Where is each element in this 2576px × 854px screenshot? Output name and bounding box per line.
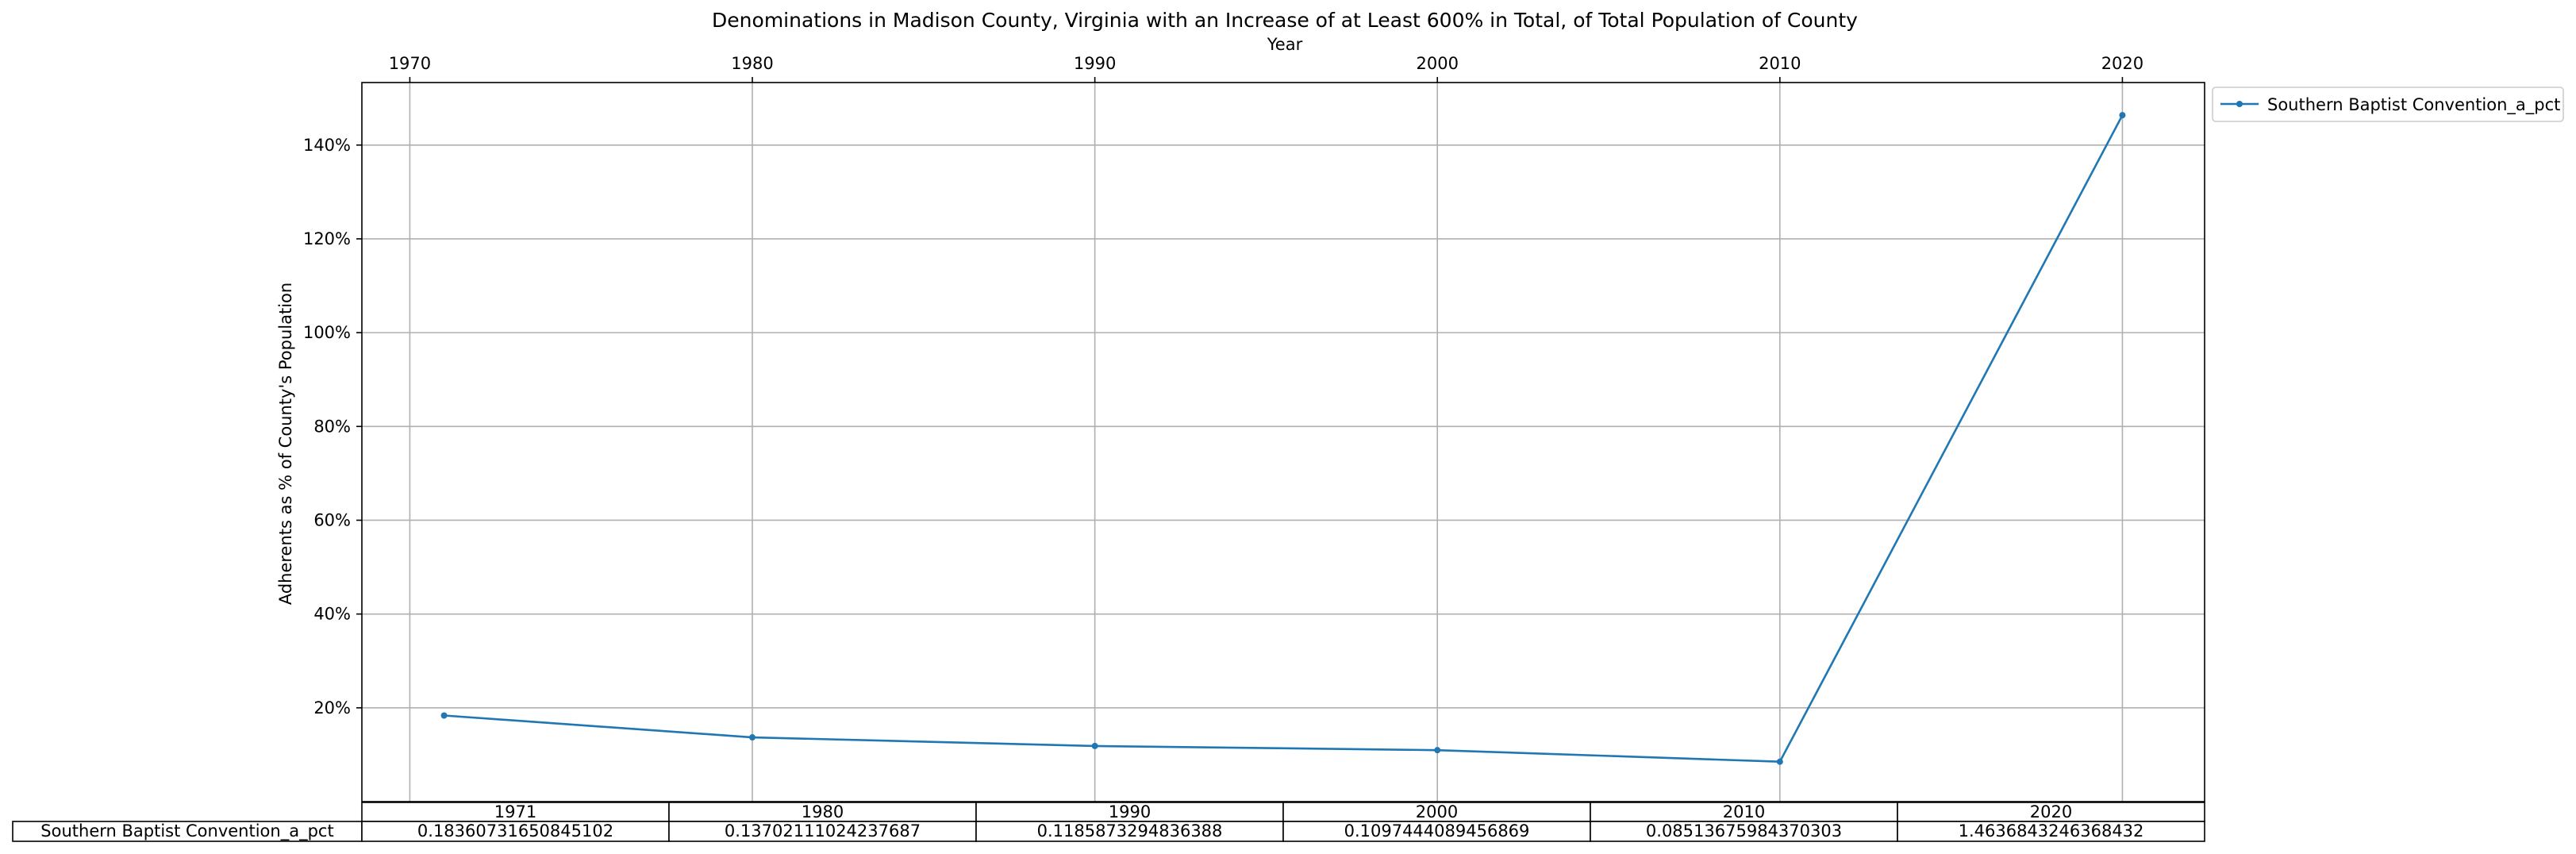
- y-tick-label: 40%: [313, 605, 351, 624]
- chart-title: Denominations in Madison County, Virgini…: [712, 9, 1858, 32]
- table-cell-value: 0.18360731650845102: [417, 821, 613, 841]
- table-cell-value: 0.08513675984370303: [1646, 821, 1842, 841]
- table-column-header-cell: [975, 802, 1284, 822]
- data-table: Southern Baptist Convention_a_pct19710.1…: [12, 802, 2205, 842]
- x-axis-label: Year: [1267, 35, 1303, 54]
- data-point: [1776, 758, 1783, 765]
- x-tick-label: 2020: [2101, 54, 2143, 73]
- table-row-label: Southern Baptist Convention_a_pct: [40, 821, 333, 841]
- table-cell-value: 0.1097444089456869: [1344, 821, 1530, 841]
- x-axis-ticks: 1970 1980 1990 2000 2010 2020: [389, 54, 2143, 83]
- table-cell: [975, 821, 1284, 842]
- grid-lines: [362, 83, 2205, 802]
- legend: Southern Baptist Convention_a_pct: [2212, 87, 2564, 122]
- x-tick-label: 1980: [731, 54, 773, 73]
- legend-series-label: Southern Baptist Convention_a_pct: [2267, 95, 2560, 115]
- y-axis-ticks: 20% 40% 60% 80% 100% 120% 140%: [303, 136, 362, 717]
- table-column-header: 1990: [1109, 802, 1151, 821]
- x-tick-label: 2010: [1759, 54, 1801, 73]
- table-column-header: 1971: [494, 802, 536, 821]
- series-line: [444, 114, 2124, 763]
- y-tick-label: 20%: [313, 698, 351, 717]
- data-point: [2119, 112, 2126, 119]
- y-axis-label: Adherents as % of County's Population: [276, 283, 295, 605]
- data-point: [749, 734, 756, 741]
- legend-box: [2212, 87, 2564, 122]
- table-cell: [1897, 821, 2205, 842]
- series-layer: [440, 112, 2126, 765]
- legend-series-marker: [2236, 101, 2243, 107]
- data-point: [1434, 747, 1441, 754]
- table-column-header: 1980: [802, 802, 844, 821]
- plot-frame: [361, 82, 2205, 802]
- x-tick-label: 1970: [389, 54, 431, 73]
- y-tick-label: 100%: [303, 323, 351, 342]
- data-point: [1091, 742, 1098, 749]
- x-tick-label: 2000: [1416, 54, 1458, 73]
- y-tick-label: 140%: [303, 136, 351, 155]
- y-tick-label: 80%: [313, 417, 351, 436]
- table-column-header-cell: [668, 802, 977, 822]
- table-column-header: 2000: [1416, 802, 1458, 821]
- data-point: [440, 712, 448, 719]
- table-column-header-cell: [1897, 802, 2205, 822]
- table-cell-value: 0.13702111024237687: [725, 821, 921, 841]
- table-cell-value: 1.4636843246368432: [1959, 821, 2144, 841]
- table-column-header: 2020: [2030, 802, 2072, 821]
- table-cell-value: 0.1185873294836388: [1037, 821, 1223, 841]
- y-tick-label: 120%: [303, 229, 351, 248]
- table-column-header: 2010: [1723, 802, 1765, 821]
- x-tick-label: 1990: [1074, 54, 1116, 73]
- y-tick-label: 60%: [313, 510, 351, 529]
- table-cell: [668, 821, 977, 842]
